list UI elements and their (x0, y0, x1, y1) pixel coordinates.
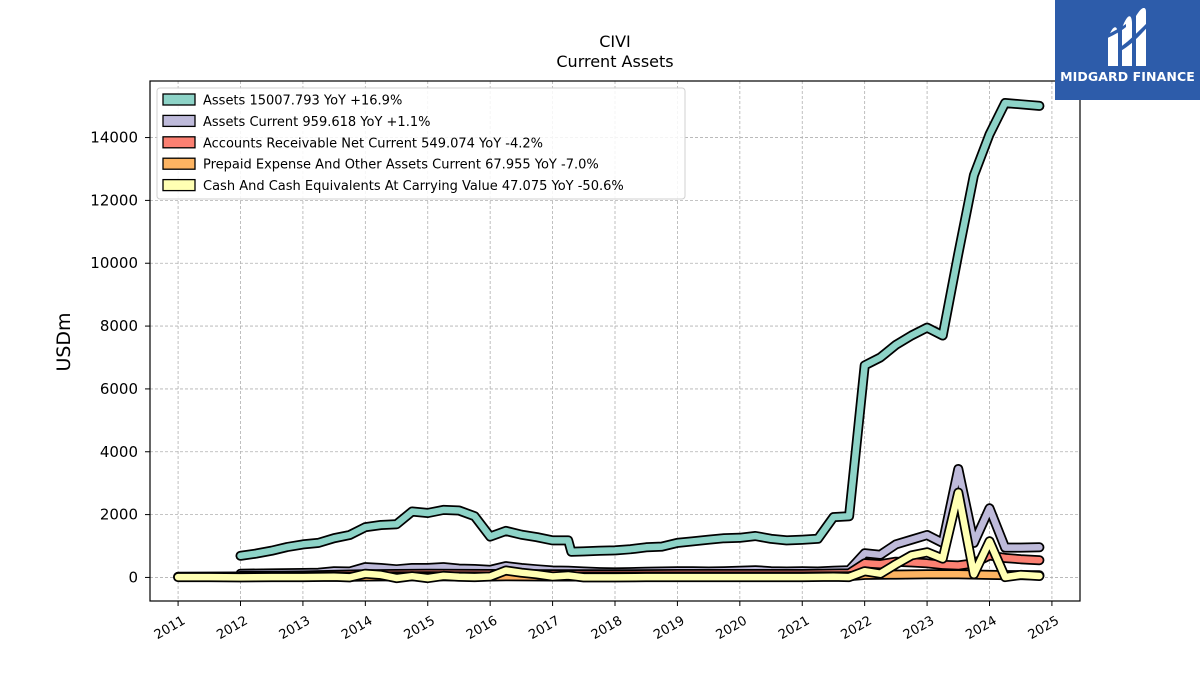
y-tick-label: 10000 (90, 254, 138, 272)
y-tick-label: 14000 (90, 129, 138, 147)
y-tick-label: 12000 (90, 191, 138, 209)
legend-swatch (162, 114, 196, 128)
legend-swatch (162, 93, 196, 106)
legend: Assets 15007.793 YoY +16.9% Assets Curren… (156, 87, 686, 200)
legend-label: Cash And Cash Equivalents At Carrying Va… (203, 179, 624, 194)
legend-item: Prepaid Expense And Other Assets Current… (162, 157, 599, 173)
chart-title: CIVI (599, 32, 631, 51)
brand-logo: MIDGARD FINANCE (1055, 0, 1200, 100)
legend-label: Accounts Receivable Net Current 549.074 … (203, 136, 543, 151)
x-tick-label: 2012 (214, 613, 250, 643)
x-tick-label: 2016 (464, 613, 500, 643)
legend-label: Prepaid Expense And Other Assets Current… (203, 158, 599, 173)
legend-label: Assets 15007.793 YoY +16.9% (203, 94, 402, 109)
x-tick-label: 2024 (963, 613, 999, 643)
chart-subtitle: Current Assets (556, 52, 673, 71)
y-tick-label: 8000 (100, 317, 138, 335)
x-tick-label: 2020 (714, 613, 750, 643)
x-tick-label: 2017 (526, 613, 562, 643)
x-tick-label: 2019 (651, 613, 687, 643)
y-axis-ticks: 0 2000 4000 6000 8000 10000 12000 14000 (90, 129, 150, 586)
series-line (174, 489, 1043, 582)
legend-box (156, 87, 686, 200)
x-tick-label: 2018 (589, 613, 625, 643)
x-axis-ticks: 2011 2012 2013 2014 2015 2016 2017 2018 2019 2020… (152, 601, 1062, 643)
y-axis-label: USDm (53, 312, 75, 371)
x-tick-label: 2022 (839, 613, 875, 643)
x-tick-label: 2014 (339, 613, 375, 643)
series-layer (173, 98, 1045, 584)
x-tick-label: 2013 (277, 613, 313, 643)
legend-swatch (162, 157, 196, 170)
x-tick-label: 2015 (402, 613, 438, 643)
x-tick-label: 2023 (901, 613, 937, 643)
legend-item: Cash And Cash Equivalents At Carrying Va… (162, 178, 624, 194)
x-tick-label: 2011 (152, 613, 188, 643)
y-tick-label: 2000 (100, 506, 138, 524)
x-tick-label: 2025 (1026, 613, 1062, 643)
y-tick-label: 6000 (100, 380, 138, 398)
legend-swatch (162, 178, 196, 192)
series-line (237, 99, 1043, 560)
brand-name: MIDGARD FINANCE (1060, 69, 1195, 84)
midgard-m-logo-icon (1105, 8, 1150, 66)
y-tick-label: 4000 (100, 443, 138, 461)
series-5 (173, 487, 1045, 584)
legend-item: Accounts Receivable Net Current 549.074 … (162, 136, 543, 151)
legend-item: Assets 15007.793 YoY +16.9% (162, 93, 402, 109)
y-tick-label: 0 (128, 568, 138, 586)
legend-item: Assets Current 959.618 YoY +1.1% (162, 114, 430, 130)
x-tick-label: 2021 (776, 613, 812, 643)
legend-label: Assets Current 959.618 YoY +1.1% (203, 115, 430, 130)
legend-swatch (162, 136, 196, 149)
series-1 (235, 98, 1045, 561)
